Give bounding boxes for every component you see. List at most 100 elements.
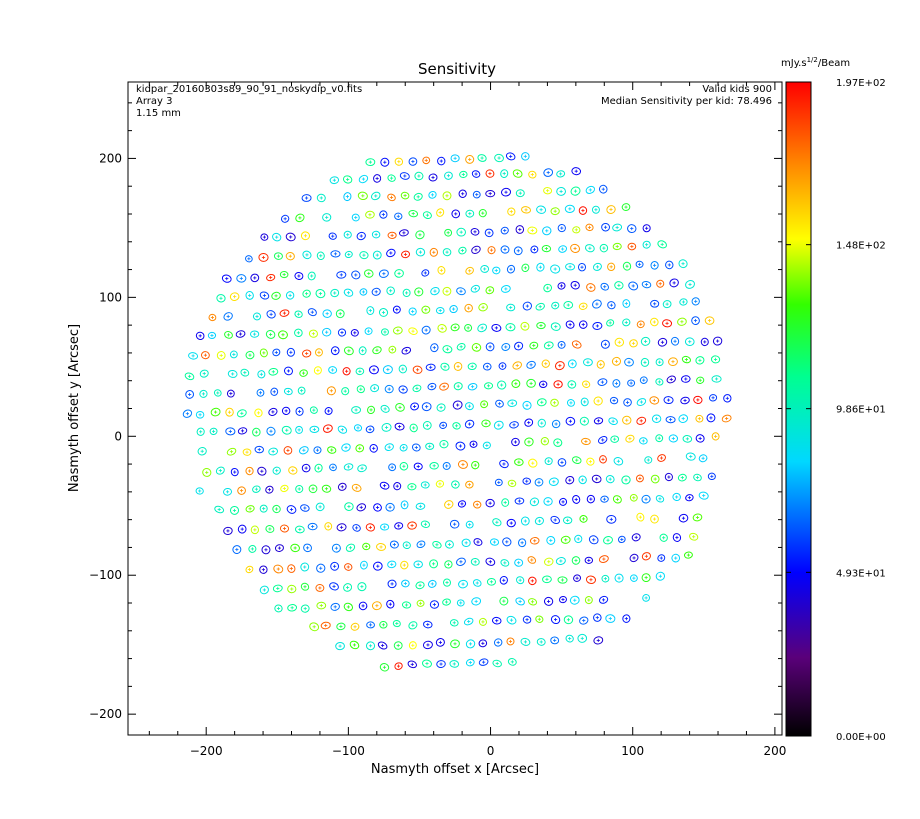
detector-kid [641, 280, 652, 289]
detector-beam-ellipse [281, 425, 292, 435]
detector-beam-ellipse [526, 378, 536, 388]
detector-kid [668, 357, 678, 367]
detector-beam-ellipse [371, 287, 381, 296]
detector-kid [598, 595, 609, 604]
detector-beam-ellipse [622, 415, 632, 425]
detector-beam-ellipse [489, 538, 500, 546]
detector-kid [627, 379, 636, 387]
detector-beam-ellipse [636, 416, 647, 425]
detector-beam-ellipse [197, 447, 207, 456]
detector-beam-ellipse [195, 487, 204, 495]
detector-beam-ellipse [563, 301, 574, 310]
detector-beam-ellipse [320, 621, 331, 630]
detector-kid [494, 478, 503, 487]
detector-beam-ellipse [385, 502, 395, 512]
detector-beam-ellipse [422, 211, 432, 220]
detector-kid [416, 599, 425, 607]
detector-beam-ellipse [506, 518, 516, 528]
detector-beam-ellipse [691, 316, 700, 326]
detector-kid [408, 327, 418, 335]
detector-beam-ellipse [629, 553, 639, 563]
detector-beam-ellipse [621, 475, 631, 485]
detector-beam-ellipse [711, 375, 722, 383]
detector-kid [526, 378, 536, 388]
detector-kid [182, 409, 193, 418]
detector-kid [268, 447, 279, 456]
detector-kid [425, 442, 435, 450]
detector-beam-ellipse [294, 328, 303, 338]
detector-kid [579, 515, 588, 523]
detector-kid [600, 495, 609, 503]
detector-beam-ellipse [505, 152, 516, 161]
detector-beam-ellipse [329, 582, 339, 591]
detector-kid [550, 322, 561, 331]
detector-kid [287, 564, 296, 573]
detector-beam-ellipse [551, 301, 560, 310]
detector-kid [459, 170, 468, 178]
detector-kid [624, 357, 634, 367]
detector-beam-ellipse [384, 443, 394, 451]
detector-kid [196, 427, 205, 436]
detector-beam-ellipse [695, 356, 705, 365]
detector-kid [497, 380, 507, 390]
detector-kid [528, 576, 537, 586]
detector-beam-ellipse [327, 446, 337, 454]
detector-kid [413, 560, 423, 569]
detector-kid [386, 599, 395, 609]
detector-kid [359, 251, 369, 260]
detector-beam-ellipse [544, 557, 554, 566]
detector-beam-ellipse [498, 362, 507, 370]
detector-kid [527, 226, 538, 235]
detector-beam-ellipse [399, 461, 409, 471]
detector-kid [265, 485, 274, 494]
detector-beam-ellipse [425, 363, 436, 371]
detector-kid [299, 446, 309, 455]
detector-beam-ellipse [522, 615, 532, 624]
detector-beam-ellipse [379, 621, 388, 629]
detector-beam-ellipse [407, 660, 418, 669]
detector-beam-ellipse [471, 597, 482, 606]
detector-beam-ellipse [550, 515, 560, 525]
detector-kid [199, 369, 209, 378]
detector-kid [693, 473, 702, 482]
detector-kid [421, 269, 430, 277]
detector-kid [436, 660, 446, 668]
detector-kid [242, 448, 252, 456]
detector-beam-ellipse [677, 473, 687, 482]
detector-beam-ellipse [336, 622, 346, 631]
detector-beam-ellipse [245, 565, 254, 574]
detector-beam-ellipse [295, 407, 304, 416]
detector-beam-ellipse [322, 327, 332, 337]
detector-kid [501, 342, 511, 351]
detector-kid [279, 309, 290, 317]
detector-beam-ellipse [578, 320, 588, 329]
detector-kid [407, 483, 417, 491]
detector-kid [265, 330, 276, 339]
detector-beam-ellipse [485, 169, 495, 178]
detector-kid [195, 331, 205, 340]
detector-beam-ellipse [428, 190, 437, 199]
detector-kid [408, 157, 418, 166]
detector-kid [208, 313, 217, 322]
detector-kid [695, 414, 704, 423]
detector-kid [535, 302, 545, 311]
detector-kid [442, 345, 453, 354]
detector-kid [250, 273, 260, 283]
detector-kid [357, 464, 367, 473]
detector-beam-ellipse [582, 380, 591, 389]
detector-kid [670, 336, 680, 346]
detector-kid [365, 641, 376, 651]
detector-kid [381, 423, 392, 432]
detector-beam-ellipse [593, 396, 603, 406]
detector-beam-ellipse [439, 439, 449, 449]
detector-beam-ellipse [357, 464, 367, 473]
detector-beam-ellipse [465, 480, 474, 489]
detector-beam-ellipse [659, 533, 668, 542]
detector-kid [564, 204, 575, 213]
detector-beam-ellipse [341, 443, 351, 452]
detector-kid [477, 154, 487, 162]
detector-kid [373, 561, 383, 571]
detector-beam-ellipse [343, 288, 354, 297]
detector-kid [598, 555, 609, 563]
detector-kid [429, 600, 440, 609]
